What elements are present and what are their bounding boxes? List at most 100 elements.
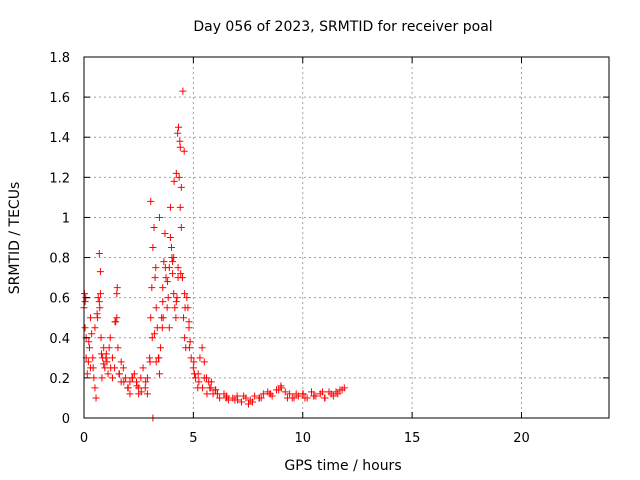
data-point: [162, 274, 170, 282]
data-point: [192, 374, 200, 382]
data-point: [143, 390, 151, 398]
data-point: [251, 392, 259, 400]
data-point: [89, 354, 97, 362]
data-point: [176, 143, 184, 151]
data-point: [101, 364, 109, 372]
data-point: [166, 203, 174, 211]
data-point: [177, 183, 185, 191]
data-point: [107, 364, 115, 372]
data-point: [213, 390, 221, 398]
x-tick-label: 20: [513, 431, 530, 446]
data-point: [174, 129, 182, 137]
data-point: [95, 250, 103, 258]
data-point: [100, 344, 108, 352]
data-point: [180, 314, 188, 322]
data-point: [190, 358, 198, 366]
data-point: [89, 364, 97, 372]
data-point: [176, 203, 184, 211]
data-point: [155, 213, 163, 221]
data-point: [113, 314, 121, 322]
data-point: [150, 330, 158, 338]
data-point: [159, 284, 167, 292]
data-point: [200, 358, 208, 366]
data-point: [108, 354, 116, 362]
data-point: [165, 324, 173, 332]
data-point: [91, 324, 99, 332]
data-point: [240, 392, 248, 400]
data-point: [83, 370, 91, 378]
data-point: [321, 394, 329, 402]
chart-title: Day 056 of 2023, SRMTID for receiver poa…: [193, 19, 492, 35]
data-point: [216, 394, 224, 402]
data-point: [332, 388, 340, 396]
data-point: [172, 314, 180, 322]
data-point: [113, 290, 121, 298]
data-point: [114, 344, 122, 352]
data-point: [180, 147, 188, 155]
data-point: [292, 390, 300, 398]
data-point: [223, 392, 231, 400]
y-tick-label: 0.8: [49, 252, 70, 267]
data-point: [327, 390, 335, 398]
data-point: [152, 358, 160, 366]
data-point: [318, 388, 326, 396]
data-point: [172, 298, 180, 306]
data-point: [90, 374, 98, 382]
data-point: [196, 354, 204, 362]
data-point: [186, 338, 194, 346]
data-point: [174, 264, 182, 272]
data-point: [206, 384, 214, 392]
data-point: [173, 294, 181, 302]
data-point: [200, 374, 208, 382]
data-point: [163, 304, 171, 312]
data-point: [103, 358, 111, 366]
data-point: [119, 364, 127, 372]
data-point: [147, 314, 155, 322]
data-point: [137, 388, 145, 396]
y-tick-label: 0: [62, 412, 70, 427]
data-point: [169, 270, 177, 278]
data-point: [94, 314, 102, 322]
data-point: [139, 364, 147, 372]
axis-ticks: 0 0.2 0.4 0.6 0.8 1 1.2 1.4 1.6 1.8 0 5 10 15 20: [49, 51, 609, 446]
data-point: [266, 390, 274, 398]
data-point: [126, 378, 134, 386]
data-point: [94, 294, 102, 302]
y-tick-label: 1.4: [49, 131, 70, 146]
data-point: [148, 284, 156, 292]
data-point: [149, 244, 157, 252]
plot-frame: [83, 56, 610, 419]
data-point: [194, 370, 202, 378]
data-point: [120, 378, 128, 386]
data-point: [286, 390, 294, 398]
data-point: [340, 384, 348, 392]
data-point: [175, 123, 182, 131]
data-point: [169, 258, 177, 266]
data-point: [171, 304, 179, 312]
data-point: [87, 314, 95, 322]
data-point: [179, 87, 187, 95]
data-point: [175, 173, 183, 181]
data-point: [308, 388, 315, 396]
data-point: [96, 304, 104, 312]
data-point: [85, 344, 93, 352]
data-point: [108, 374, 116, 382]
data-point: [142, 378, 150, 386]
data-point: [177, 223, 185, 231]
data-point: [117, 358, 125, 366]
data-point: [185, 318, 193, 326]
data-point: [133, 382, 141, 390]
data-point: [151, 274, 159, 282]
data-point: [168, 244, 175, 252]
data-point: [161, 229, 169, 237]
data-point: [336, 386, 344, 394]
data-point: [207, 378, 215, 386]
data-point: [124, 384, 132, 392]
data-point: [212, 386, 220, 394]
data-point: [158, 324, 166, 332]
data-point: [126, 390, 134, 398]
data-points: [80, 87, 348, 422]
data-point: [255, 394, 263, 402]
data-point: [181, 334, 189, 342]
data-point: [281, 388, 289, 396]
